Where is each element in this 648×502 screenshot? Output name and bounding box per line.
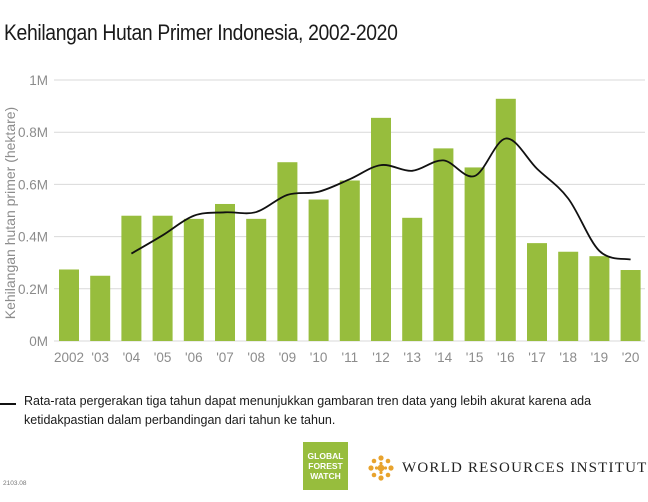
x-tick-label: '17: [528, 350, 546, 365]
legend-line-swatch: [0, 403, 16, 405]
bar: [558, 251, 579, 341]
bar: [121, 215, 142, 341]
global-forest-watch-logo: GLOBAL FOREST WATCH: [303, 442, 348, 490]
x-tick-label: '14: [435, 350, 453, 365]
bar: [215, 203, 235, 341]
y-tick-label: 1M: [29, 73, 48, 88]
x-tick-label: '05: [154, 350, 172, 365]
x-tick-label: '12: [372, 350, 390, 365]
x-tick-label: '03: [91, 350, 109, 365]
chart-title: Kehilangan Hutan Primer Indonesia, 2002-…: [4, 20, 398, 45]
bar: [402, 217, 423, 341]
x-tick-label: '10: [310, 350, 328, 365]
legend: Rata-rata pergerakan tiga tahun dapat me…: [0, 390, 648, 440]
x-tick-label: '20: [622, 350, 640, 365]
bar: [464, 167, 485, 341]
x-tick-label: '13: [403, 350, 421, 365]
bars: [59, 98, 641, 342]
bar: [620, 270, 641, 341]
x-tick-label: '06: [185, 350, 203, 365]
x-tick-label: '09: [279, 350, 297, 365]
x-tick-label: '08: [247, 350, 265, 365]
x-tick-label: '15: [466, 350, 484, 365]
y-tick-label: 0.2M: [18, 282, 48, 297]
y-tick-label: 0.8M: [18, 125, 48, 140]
bar: [183, 218, 204, 341]
x-axis-ticks: 2002 '03 '04 '05 '06 '07 '08 '09 '10 '11 '12 '13 '14…: [54, 350, 639, 365]
x-tick-label: 2002: [54, 350, 84, 365]
x-tick-label: '16: [497, 350, 515, 365]
gfw-logo-line-2: FOREST: [308, 461, 343, 471]
y-tick-label: 0.4M: [18, 230, 48, 245]
bar: [277, 162, 298, 341]
bar: [246, 218, 267, 341]
gfw-logo-line-3: WATCH: [310, 471, 341, 481]
bar: [589, 256, 610, 341]
legend-text: Rata-rata pergerakan tiga tahun dapat me…: [24, 394, 592, 427]
x-tick-label: '18: [559, 350, 577, 365]
bar: [495, 98, 516, 342]
bar: [527, 243, 547, 341]
gfw-logo-line-1: GLOBAL: [307, 451, 344, 461]
x-tick-label: '11: [342, 350, 359, 365]
wri-emblem-icon: [368, 455, 394, 481]
moving-average-line: [130, 137, 631, 261]
bar: [371, 117, 391, 341]
bar: [433, 148, 454, 341]
wri-logo: WORLD RESOURCES INSTITUTE: [368, 455, 648, 481]
bar: [339, 180, 360, 341]
chart: 0M 0.2M 0.4M 0.6M 0.8M 1M 2002 '03 '04 '05 '06 '07…: [2, 73, 645, 365]
wri-name: WORLD RESOURCES INSTITUTE: [402, 459, 648, 476]
bar: [59, 269, 79, 341]
y-axis-ticks: 0M 0.2M 0.4M 0.6M 0.8M 1M: [18, 73, 48, 349]
y-tick-label: 0M: [29, 334, 48, 349]
version-label: 2103.08: [3, 480, 27, 487]
x-tick-label: '19: [591, 350, 609, 365]
y-tick-label: 0.6M: [18, 177, 48, 192]
x-tick-label: '07: [216, 350, 234, 365]
y-axis-label: Kehilangan hutan primer (hektare): [2, 107, 18, 319]
bar: [308, 199, 329, 341]
x-tick-label: '04: [123, 350, 141, 365]
bar: [152, 215, 173, 341]
bar: [90, 275, 111, 341]
